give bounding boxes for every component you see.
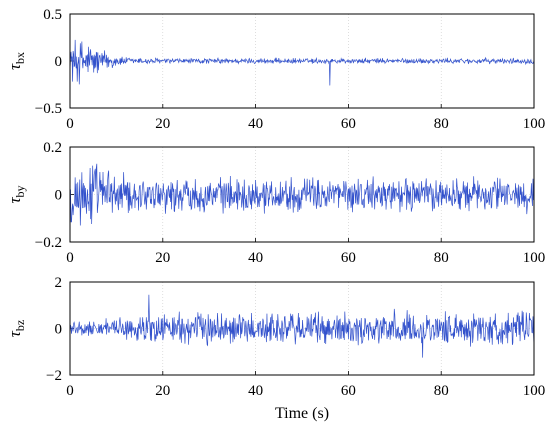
- panel-3-ytick-label: 2: [55, 275, 63, 291]
- panel-3-frame: [69, 281, 535, 376]
- panel-1-xtick-label: 100: [523, 116, 546, 132]
- panel-2-xtick-label: 100: [523, 250, 546, 266]
- panel-1-frame: [69, 13, 535, 109]
- panel-3-xtick-label: 60: [341, 383, 356, 399]
- panel-3-xtick-label: 20: [155, 383, 170, 399]
- panel-2-xtick-label: 80: [434, 250, 449, 266]
- panel-2-xtick-label: 0: [66, 250, 74, 266]
- panel-3-ytick-label: −2: [46, 368, 62, 384]
- panel-1-ytick-label: 0.5: [43, 7, 62, 23]
- panel-3-ytick-label: 0: [55, 322, 63, 338]
- panel-2-ytick-label: 0.2: [43, 140, 62, 156]
- panel-1-series-1: [69, 39, 535, 86]
- panel-1-xtick-label: 40: [248, 116, 263, 132]
- panel-2-series-1: [69, 163, 535, 226]
- panel-2-ylabel: τby: [5, 185, 27, 203]
- panel-1-ytick-label: 0: [55, 54, 63, 70]
- panel-3-xtick-label: 80: [434, 383, 449, 399]
- panel-3-xtick-label: 100: [523, 383, 546, 399]
- panel-2-frame: [69, 146, 535, 243]
- panel-3-series-1: [69, 294, 535, 358]
- panel-2-xtick-label: 60: [341, 250, 356, 266]
- panel-2-ytick-label: −0.2: [35, 235, 62, 251]
- panel-3-ylabel: τbz: [5, 320, 27, 337]
- panel-3-xtick-label: 0: [66, 383, 74, 399]
- panel-1-ylabel: τbx: [5, 52, 27, 70]
- panel-1-xtick-label: 80: [434, 116, 449, 132]
- panel-2-xtick-label: 40: [248, 250, 263, 266]
- panel-3-xtick-label: 40: [248, 383, 263, 399]
- panel-3-xlabel: Time (s): [275, 405, 329, 422]
- panel-2-ytick-label: 0: [55, 188, 63, 204]
- panel-1-xtick-label: 0: [66, 116, 74, 132]
- panel-1-ytick-label: −0.5: [35, 101, 62, 117]
- panel-1-xtick-label: 60: [341, 116, 356, 132]
- panel-1-xtick-label: 20: [155, 116, 170, 132]
- panel-2-xtick-label: 20: [155, 250, 170, 266]
